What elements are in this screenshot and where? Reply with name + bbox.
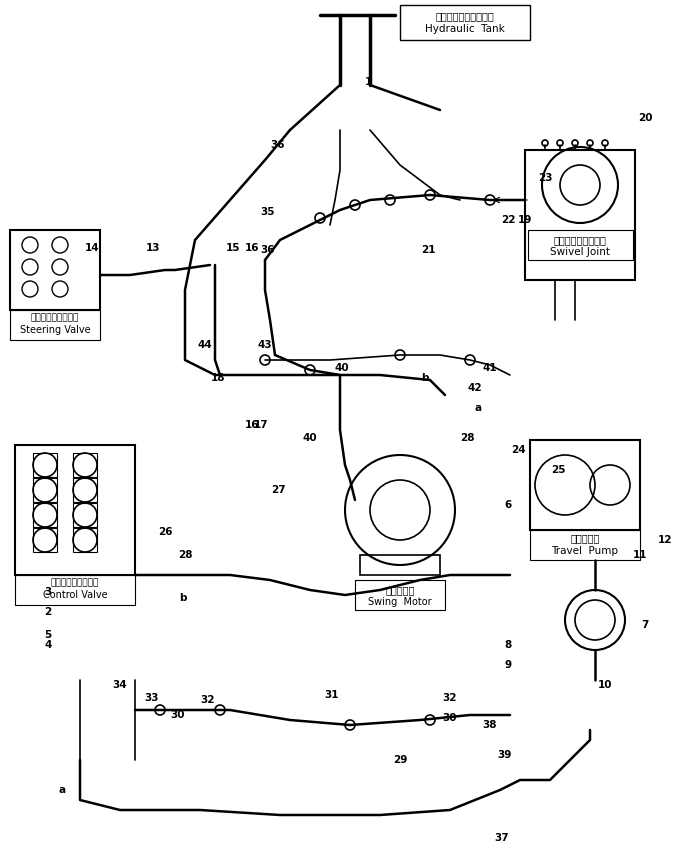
Text: 44: 44 [198,340,213,350]
Bar [73,528,97,552]
Bar [360,555,440,575]
Text: Swing  Motor: Swing Motor [368,597,432,607]
Text: 42: 42 [468,383,482,393]
Text: ハイドロリックタンク: ハイドロリックタンク [436,11,494,21]
Text: 29: 29 [393,755,407,765]
Text: 40: 40 [303,433,317,443]
Text: ステアリングバルブ: ステアリングバルブ [31,313,79,323]
Text: 2: 2 [44,607,52,617]
Text: 20: 20 [638,113,653,123]
Text: 36: 36 [271,140,285,150]
Text: 39: 39 [498,750,512,760]
Bar [73,503,97,527]
Text: 33: 33 [145,693,160,703]
Text: スイベルジョイント: スイベルジョイント [553,235,606,245]
Text: 走行ポンプ: 走行ポンプ [570,533,600,543]
Bar [10,230,100,310]
Text: b: b [421,373,428,383]
Text: 5: 5 [44,630,52,640]
Text: 43: 43 [258,340,272,350]
Text: 9: 9 [504,660,511,670]
Bar [73,478,97,502]
Text: 旋回モータ: 旋回モータ [385,585,415,595]
Text: 22: 22 [500,215,515,225]
Text: Steering Valve: Steering Valve [20,325,90,335]
Bar [33,528,57,552]
Text: a: a [58,785,66,795]
Text: 27: 27 [271,485,285,495]
Text: 24: 24 [511,445,526,455]
Text: 37: 37 [495,833,509,843]
Text: 28: 28 [178,550,192,560]
Bar [15,445,135,575]
Text: コントロールバルブ: コントロールバルブ [51,579,99,587]
Text: 8: 8 [504,640,511,650]
Bar [33,478,57,502]
Text: 32: 32 [443,693,457,703]
Text: 17: 17 [254,420,268,430]
Text: 28: 28 [460,433,474,443]
Text: 21: 21 [421,245,435,255]
Text: 16: 16 [244,243,259,253]
Bar [525,150,635,280]
Text: 11: 11 [633,550,647,560]
Text: 7: 7 [641,620,648,630]
Text: 34: 34 [113,680,128,690]
Bar [530,530,640,560]
Bar [33,453,57,477]
Bar [33,503,57,527]
Bar [73,453,97,477]
Text: 25: 25 [551,465,565,475]
Text: b: b [179,593,187,603]
Text: Travel  Pump: Travel Pump [551,546,619,556]
Bar [15,575,135,605]
Text: 38: 38 [483,720,497,730]
Bar [400,5,530,40]
Text: 14: 14 [85,243,99,253]
Text: 4: 4 [44,640,52,650]
Text: 35: 35 [261,207,275,217]
Text: 23: 23 [538,173,552,183]
Text: 26: 26 [158,527,172,537]
Text: a: a [475,403,481,413]
Bar [530,440,640,530]
Text: 30: 30 [443,713,457,723]
Text: 16: 16 [244,420,259,430]
Text: 3: 3 [44,587,52,597]
Bar [10,310,100,340]
Text: 6: 6 [504,500,511,510]
Bar [528,230,633,260]
Text: 12: 12 [658,535,672,545]
Text: Swivel Joint: Swivel Joint [550,247,610,257]
Text: 10: 10 [598,680,612,690]
Text: 13: 13 [146,243,160,253]
Text: 1: 1 [365,77,371,87]
Text: 18: 18 [210,373,225,383]
Text: 30: 30 [170,710,185,720]
Text: Hydraulic  Tank: Hydraulic Tank [425,24,505,34]
Text: Control Valve: Control Valve [43,590,107,600]
Text: 19: 19 [518,215,532,225]
Text: 31: 31 [325,690,340,700]
Text: 15: 15 [225,243,240,253]
Text: 36: 36 [261,245,275,255]
Text: 40: 40 [335,363,349,373]
Text: 32: 32 [201,695,215,705]
Text: 41: 41 [483,363,497,373]
Bar [355,580,445,610]
